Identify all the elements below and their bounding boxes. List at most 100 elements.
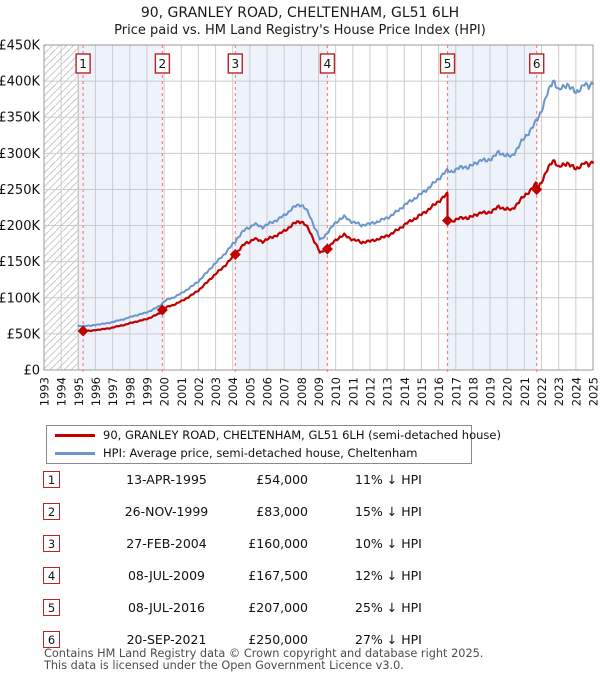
sale-marker-diamond [442,215,454,226]
sale-vs-hpi: 11% ↓ HPI [355,472,422,487]
sale-number-box [75,53,91,74]
hpi-line-sample [55,452,95,455]
x-tick-label: 1995 [72,377,86,406]
sale-marker-diamond [321,243,333,255]
sale-number-badge: 2 [43,503,60,520]
y-tick-label: £450K [0,39,40,54]
sale-number-label: 1 [79,57,87,71]
x-tick-label: 2020 [501,377,515,406]
property-line-sample [55,434,95,437]
sale-number-box [319,53,336,74]
footer-copyright: Contains HM Land Registry data © Crown c… [44,647,484,660]
y-tick-label: £200K [0,219,40,234]
x-tick-label: 1997 [106,377,120,406]
sale-number-box [439,53,456,74]
sale-price: £207,000 [248,600,308,615]
y-tick-label: £300K [0,147,40,162]
x-tick-label: 2006 [261,377,275,406]
sale-vs-hpi: 12% ↓ HPI [355,568,422,583]
sale-table-row: 6 20-SEP-2021 £250,000 27% ↓ HPI [43,631,422,651]
legend-label-property: 90, GRANLEY ROAD, CHELTENHAM, GL51 6LH (… [103,428,501,442]
plot-frame [43,44,594,371]
y-tick-label: £250K [0,183,40,198]
x-tick-label: 2019 [484,377,498,406]
sale-price: £167,500 [248,568,308,583]
sale-date: 08-JUL-2009 [127,568,205,583]
x-tick-label: 1998 [123,377,137,406]
x-tick-label: 2025 [587,377,600,406]
sale-date: 13-APR-1995 [126,472,207,487]
sale-number-badge: 5 [43,599,60,616]
sale-table-row: 5 08-JUL-2016 £207,000 25% ↓ HPI [43,599,422,619]
sale-vs-hpi: 10% ↓ HPI [355,536,422,551]
page-subtitle: Price paid vs. HM Land Registry's House … [114,23,486,38]
x-tick-label: 2016 [432,377,446,406]
sale-price: £250,000 [248,632,308,647]
sale-number-badge: 1 [43,471,60,488]
sale-date: 27-FEB-2004 [126,536,207,551]
sale-number-badge: 6 [43,631,60,648]
x-tick-label: 2010 [329,377,343,406]
x-tick-label: 2012 [363,377,377,406]
y-tick-label: £400K [0,75,40,90]
sale-table-row: 2 26-NOV-1999 £83,000 15% ↓ HPI [43,503,422,523]
property-price-line [81,159,595,333]
x-tick-label: 2000 [158,377,172,406]
sale-date: 26-NOV-1999 [124,504,209,519]
shaded-band [235,45,328,370]
x-tick-label: 2002 [192,377,206,406]
sale-vs-hpi: 27% ↓ HPI [355,632,422,647]
sale-table-row: 1 13-APR-1995 £54,000 11% ↓ HPI [43,471,422,491]
x-tick-label: 2022 [535,377,549,406]
x-tick-label: 2015 [415,377,429,406]
shaded-band [78,45,163,370]
legend-row-property: 90, GRANLEY ROAD, CHELTENHAM, GL51 6LH (… [47,426,501,444]
x-tick-label: 2018 [466,377,480,406]
x-tick-label: 2009 [312,377,326,406]
sale-number-label: 6 [533,57,541,71]
sale-marker-diamond [229,248,241,260]
sale-number-box [529,53,545,74]
sale-price: £54,000 [256,472,308,487]
y-tick-label: £350K [0,111,40,126]
sale-marker-diamond [77,325,89,337]
page-title: 90, GRANLEY ROAD, CHELTENHAM, GL51 6LH [140,5,460,21]
sale-marker-diamond [156,304,168,316]
x-tick-label: 2011 [346,377,360,406]
sale-number-label: 4 [324,57,332,71]
sale-number-box [227,53,243,74]
x-tick-label: 1994 [55,377,69,406]
sale-table-row: 3 27-FEB-2004 £160,000 10% ↓ HPI [43,535,422,555]
sale-number-box [154,53,171,74]
chart-legend: 90, GRANLEY ROAD, CHELTENHAM, GL51 6LH (… [46,425,501,464]
x-tick-label: 2013 [381,377,395,406]
sale-number-label: 3 [231,57,239,71]
sale-table-row: 4 08-JUL-2009 £167,500 12% ↓ HPI [43,567,422,587]
price-history-chart: £0 £50K £100K £150K £200K £250K £300K £350K £400… [0,39,600,407]
shaded-band [447,45,537,370]
hpi-line [77,79,594,328]
sale-price: £160,000 [248,536,308,551]
legend-label-hpi: HPI: Average price, semi-detached house,… [103,446,418,460]
sale-number-label: 5 [444,57,452,71]
x-tick-label: 2008 [295,377,309,406]
x-tick-label: 1993 [38,377,52,406]
sale-vs-hpi: 25% ↓ HPI [355,600,422,615]
sale-date: 08-JUL-2016 [127,600,205,615]
x-tick-label: 2014 [398,377,412,406]
y-tick-label: £50K [7,327,41,342]
x-tick-label: 2001 [175,377,189,406]
x-tick-label: 2003 [209,377,223,406]
y-tick-label: £100K [0,291,40,306]
sale-marker-diamond [531,183,543,195]
sale-vs-hpi: 15% ↓ HPI [355,504,422,519]
x-tick-label: 2024 [569,377,583,406]
x-tick-label: 2021 [518,377,532,406]
sale-number-badge: 4 [43,567,60,584]
sale-date: 20-SEP-2021 [126,632,207,647]
legend-row-hpi: HPI: Average price, semi-detached house,… [47,444,471,462]
y-tick-label: £0 [23,364,40,379]
sale-price: £83,000 [256,504,308,519]
x-tick-label: 1999 [140,377,154,406]
